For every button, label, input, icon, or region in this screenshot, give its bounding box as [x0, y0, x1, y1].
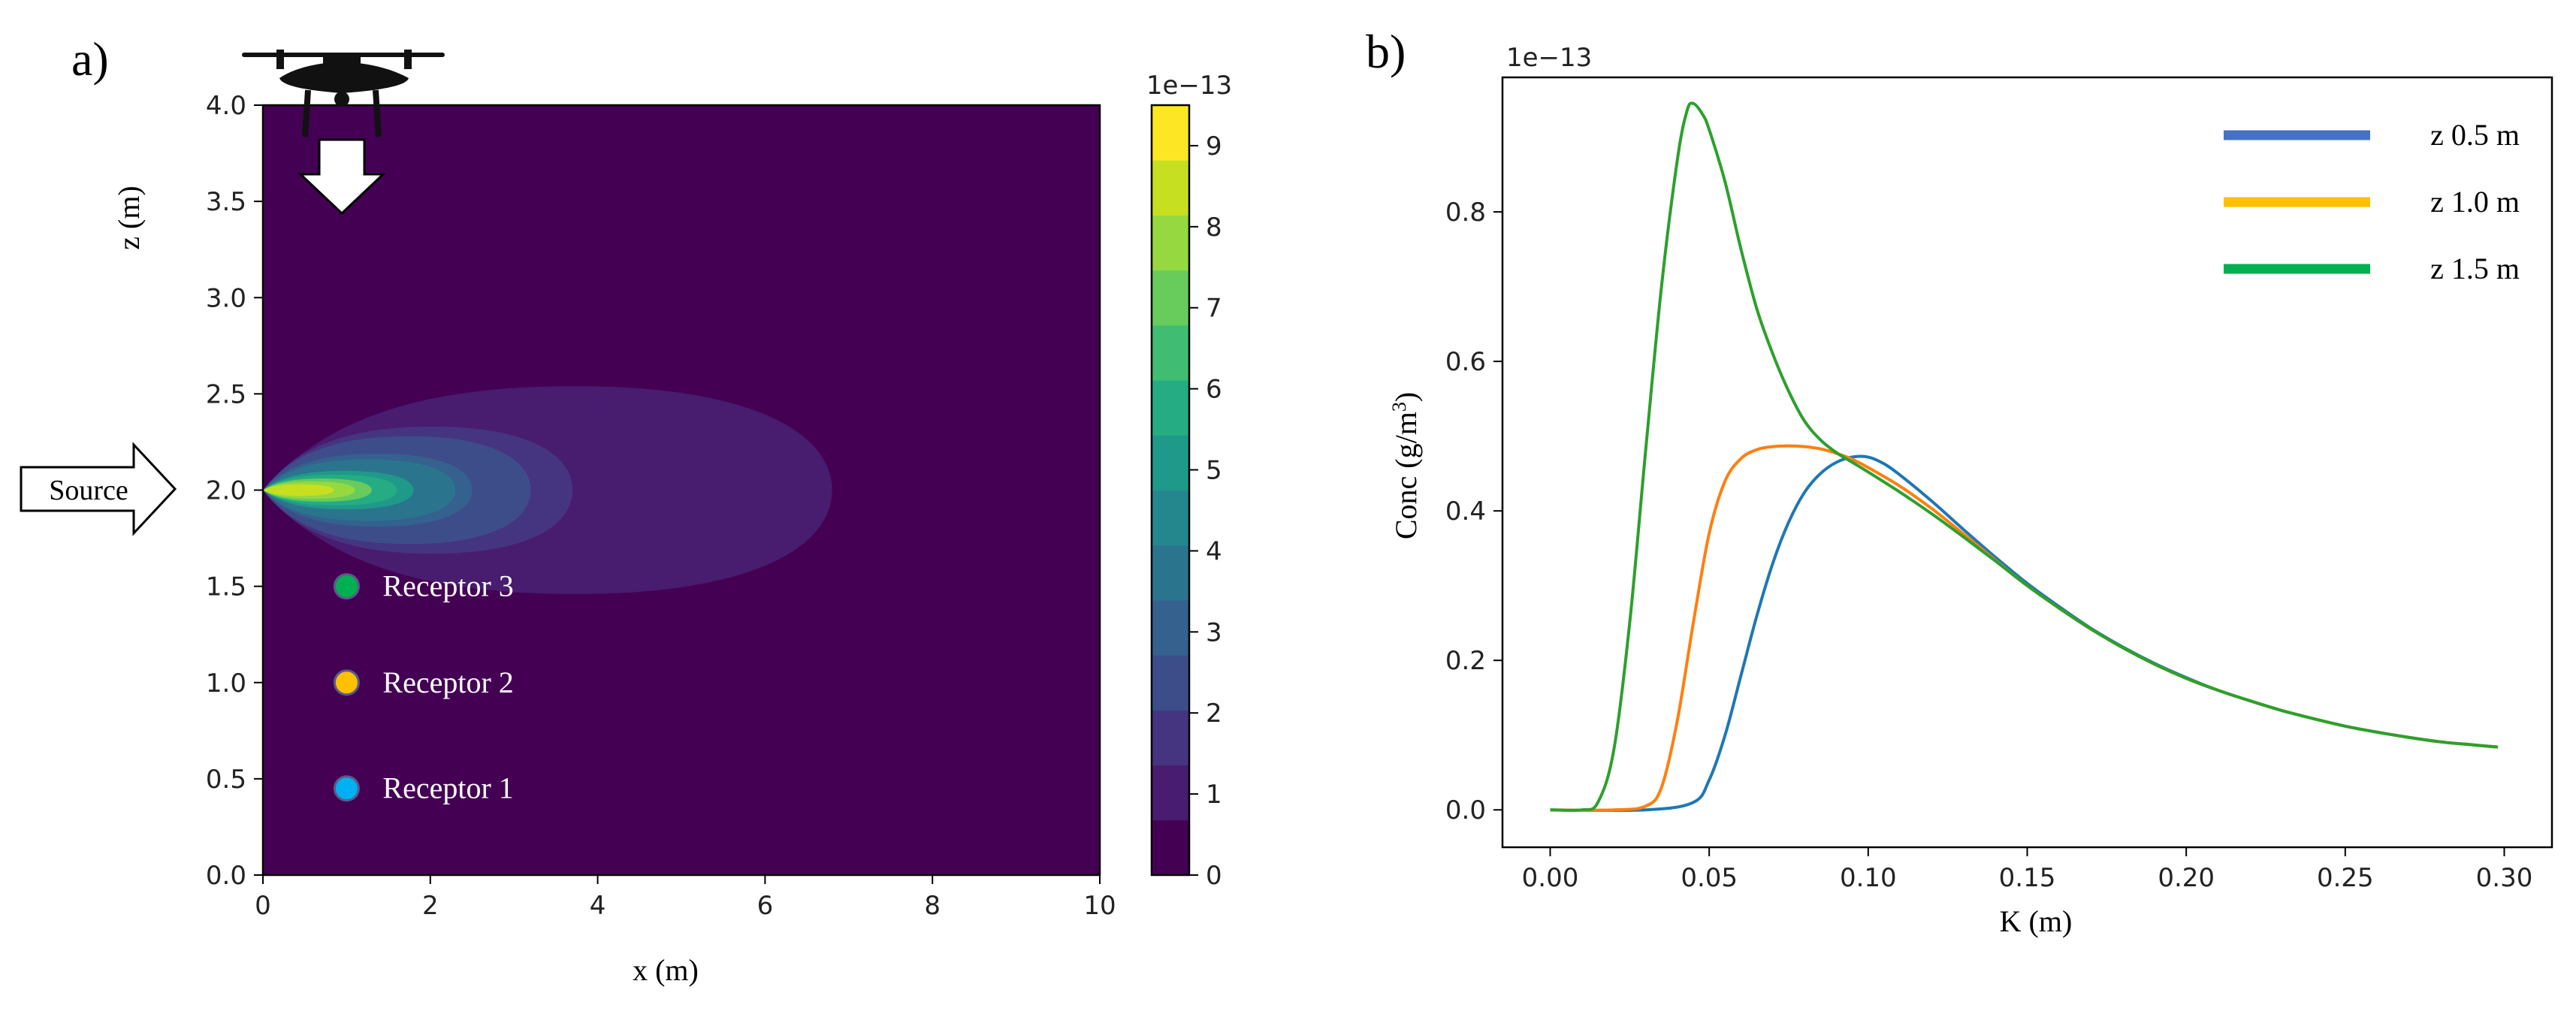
y-label-close: ) [1389, 392, 1423, 402]
colorbar-segment [1152, 599, 1189, 656]
colorbar-segment [1152, 710, 1189, 766]
heatmap-y-tick-label: 1.0 [206, 668, 246, 699]
receptor-label: Receptor 2 [382, 665, 513, 699]
colorbar-frame [1150, 104, 1191, 877]
colorbar-segment [1152, 380, 1189, 436]
series-line-2 [1550, 101, 2499, 812]
heatmap-y-tick-label: 3.5 [206, 187, 246, 217]
legend: z 0.5 m z 1.0 m z 1.5 m [2224, 118, 2520, 285]
panel-b-label: b) [1366, 25, 1406, 78]
colorbar-segment [1152, 435, 1189, 490]
y-label-sup: 3 [1388, 402, 1410, 412]
legend-label: z 1.5 m [2430, 252, 2520, 285]
colorbar-segment [1152, 105, 1189, 161]
line-x-tick-label: 0.30 [2476, 863, 2533, 893]
drone-legs [302, 89, 382, 137]
line-y-ticks: 0.0 0.2 0.4 0.6 0.8 [1445, 198, 1502, 825]
line-x-tick-label: 0.25 [2317, 863, 2374, 893]
colorbar-exponent-label: 1e−13 [1146, 71, 1232, 101]
colorbar-tick-label: 2 [1206, 699, 1222, 729]
colorbar-segment [1152, 655, 1189, 711]
colorbar-segment [1152, 545, 1189, 601]
line-series [1550, 101, 2499, 812]
colorbar-tick-label: 6 [1206, 375, 1222, 405]
receptor-label: Receptor 1 [382, 771, 513, 805]
colorbar-segment [1152, 215, 1189, 271]
heatmap-y-tick-label: 2.5 [206, 379, 246, 409]
panel-b: b) 1e−13 0.00 0.05 0.10 0.15 0.20 0.25 0.30 0.… [1366, 25, 2553, 938]
receptor-label: Receptor 3 [382, 569, 513, 603]
source-label: Source [49, 475, 128, 506]
line-x-tick-label: 0.20 [2158, 863, 2215, 893]
colorbar-tick-label: 3 [1206, 617, 1222, 647]
colorbar-segment [1152, 270, 1189, 326]
colorbar-ticks: 0 1 2 3 4 5 6 7 8 9 [1189, 131, 1222, 891]
receptor-marker [333, 573, 360, 600]
colorbar-segment [1152, 490, 1189, 546]
drone-down-arrow [297, 138, 386, 216]
plume-contour-12 [263, 484, 334, 496]
line-x-tick-label: 0.10 [1840, 863, 1897, 893]
heatmap-y-axis-label: z (m) [112, 186, 146, 250]
line-plot-frame [1501, 76, 2553, 849]
line-y-tick-label: 0.4 [1445, 496, 1486, 527]
receptors: Receptor 3 Receptor 2 Receptor 1 [333, 569, 514, 805]
colorbar-segment [1152, 819, 1189, 876]
receptor-marker [333, 775, 360, 802]
heatmap-x-ticks: 0 2 4 6 8 10 [255, 875, 1116, 921]
line-y-tick-label: 0.0 [1445, 795, 1486, 825]
line-y-tick-label: 0.6 [1445, 347, 1486, 377]
heatmap-x-tick-label: 6 [757, 891, 774, 921]
line-x-tick-label: 0.00 [1522, 863, 1579, 893]
line-x-axis-label: K (m) [2000, 904, 2073, 938]
heatmap-y-tick-label: 0.5 [206, 765, 246, 795]
receptor-marker [333, 669, 360, 696]
heatmap-x-tick-label: 2 [422, 891, 439, 921]
colorbar-tick-label: 9 [1206, 131, 1222, 161]
line-x-ticks: 0.00 0.05 0.10 0.15 0.20 0.25 0.30 [1522, 847, 2533, 893]
colorbar-tick-label: 7 [1206, 294, 1222, 324]
heatmap-y-ticks: 0.0 0.5 1.0 1.5 2.0 2.5 3.0 3.5 4.0 [206, 91, 263, 891]
colorbar-tick-label: 1 [1206, 780, 1222, 810]
panel-a-label: a) [71, 32, 109, 86]
colorbar-segment [1152, 765, 1189, 821]
heatmap-y-tick-label: 4.0 [206, 91, 246, 121]
colorbar-segment [1152, 160, 1189, 216]
colorbar-tick-label: 0 [1206, 861, 1222, 891]
colorbar [1152, 105, 1189, 876]
drone-right-arm [404, 50, 412, 69]
heatmap-x-tick-label: 4 [590, 891, 606, 921]
colorbar-tick-label: 5 [1206, 456, 1222, 486]
heatmap-y-tick-label: 0.0 [206, 861, 246, 891]
heatmap-y-tick-label: 2.0 [206, 476, 246, 506]
drone-camera [334, 92, 349, 107]
line-x-tick-label: 0.05 [1681, 863, 1738, 893]
heatmap-y-tick-label: 1.5 [206, 572, 246, 602]
colorbar-segment [1152, 324, 1189, 381]
drone-body [279, 62, 409, 93]
heatmap-x-tick-label: 0 [255, 891, 271, 921]
plume-contours [263, 386, 832, 594]
source-arrow: Source [20, 442, 177, 536]
source-arrow-shape [20, 442, 177, 536]
line-y-tick-label: 0.2 [1445, 646, 1486, 676]
panel-a: a) 0 2 4 6 8 10 0.00.51.01.52.02.53.03.54.0 x… [20, 32, 1232, 987]
drone-top [323, 53, 361, 66]
line-x-tick-label: 0.15 [1999, 863, 2056, 893]
heatmap-x-tick-label: 8 [924, 891, 941, 921]
colorbar-tick-label: 8 [1206, 213, 1222, 243]
heatmap-x-axis-label: x (m) [633, 953, 699, 987]
line-exponent-label: 1e−13 [1506, 43, 1592, 73]
colorbar-tick-label: 4 [1206, 536, 1222, 566]
drone-icon [242, 50, 445, 137]
y-label-main: Conc (g/m [1389, 412, 1423, 539]
line-y-axis-label: Conc (g/m3) [1388, 392, 1423, 539]
heatmap-x-tick-label: 10 [1083, 891, 1116, 921]
legend-label: z 0.5 m [2430, 118, 2520, 152]
legend-label: z 1.0 m [2430, 185, 2520, 219]
heatmap-y-tick-label: 3.0 [206, 283, 246, 313]
drone-left-arm [276, 50, 284, 69]
line-y-tick-label: 0.8 [1445, 198, 1486, 228]
